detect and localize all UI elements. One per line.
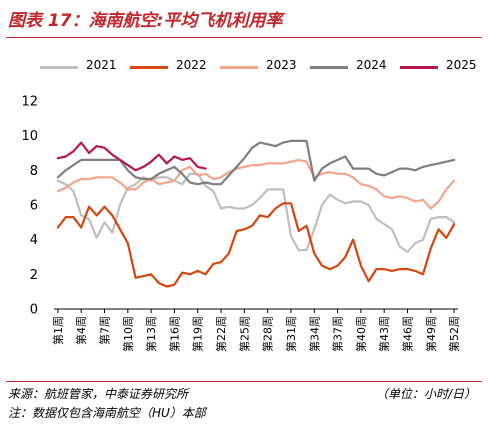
- series-line-2025: [56, 141, 207, 172]
- x-tick-label: 第43周: [377, 316, 391, 352]
- x-tick-label: 第19周: [191, 316, 205, 352]
- legend-label-2025: 2025: [446, 58, 477, 72]
- x-tick-label: 第46周: [401, 316, 415, 352]
- y-tick-label: 8: [30, 164, 38, 179]
- footer-divider: [6, 381, 482, 382]
- legend-label-2024: 2024: [356, 58, 387, 72]
- source-text: 来源：航班管家，中泰证券研究所: [8, 387, 189, 401]
- y-tick-label: 4: [30, 233, 38, 248]
- series-line-2023: [56, 158, 456, 210]
- x-tick-label: 第37周: [331, 316, 345, 352]
- legend-swatch-2025: [400, 66, 438, 69]
- legend-label-2021: 2021: [86, 58, 117, 72]
- legend-label-2022: 2022: [176, 58, 207, 72]
- legend-swatch-2021: [40, 66, 78, 69]
- y-tick-label: 12: [21, 95, 38, 110]
- y-tick-label: 0: [30, 303, 38, 318]
- x-tick-label: 第16周: [167, 316, 181, 352]
- y-tick-label: 6: [30, 199, 38, 214]
- x-tick-label: 第10周: [121, 316, 135, 352]
- y-tick-label: 2: [30, 268, 38, 283]
- x-tick-label: 第28周: [261, 316, 275, 352]
- x-tick-label: 第52周: [447, 316, 461, 352]
- y-tick-label: 10: [21, 129, 38, 144]
- x-tick-label: 第25周: [237, 316, 251, 352]
- chart-title: 图表 17：海南航空:平均飞机利用率: [8, 11, 283, 31]
- title-divider: [6, 37, 482, 38]
- note-text: 注：数据仅包含海南航空（HU）本部: [8, 406, 206, 420]
- legend-swatch-2024: [310, 66, 348, 69]
- x-tick-label: 第31周: [284, 316, 298, 352]
- x-tick-label: 第7周: [98, 316, 112, 345]
- legend-label-2023: 2023: [266, 58, 297, 72]
- series-line-2021: [56, 172, 456, 253]
- x-tick-label: 第49周: [424, 316, 438, 352]
- x-tick-label: 第34周: [307, 316, 321, 352]
- x-axis-ticks: 第1周 第4周 第7周 第10周 第13周 第16周 第19周 第22周 第25周 第28周 第31…: [51, 309, 461, 352]
- series-line-2024: [56, 139, 456, 186]
- unit-text: （单位：小时/日）: [375, 387, 476, 401]
- x-tick-label: 第4周: [74, 316, 88, 345]
- legend: 2021 2022 2023 2024 2025: [40, 58, 477, 76]
- legend-swatch-2022: [130, 66, 168, 69]
- x-tick-label: 第40周: [354, 316, 368, 352]
- series-line-2022: [56, 202, 456, 288]
- x-tick-label: 第1周: [51, 316, 65, 345]
- x-tick-label: 第13周: [144, 316, 158, 352]
- x-tick-label: 第22周: [214, 316, 228, 352]
- legend-swatch-2023: [220, 66, 258, 69]
- y-axis-ticks: 0 2 4 6 8 10 12: [21, 95, 38, 318]
- series-lines: [56, 139, 456, 288]
